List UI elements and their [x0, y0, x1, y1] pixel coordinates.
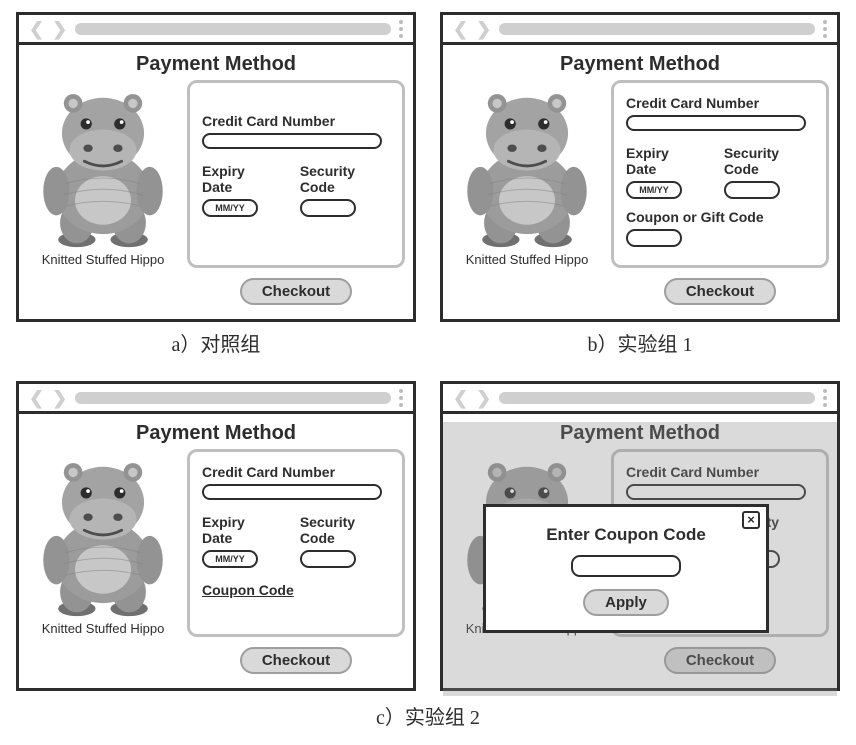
coupon-modal: × Enter Coupon Code Apply	[483, 504, 769, 633]
expiry-input[interactable]: MM/YY	[626, 181, 682, 199]
credit-card-label: Credit Card Number	[202, 464, 390, 480]
credit-card-input[interactable]	[202, 133, 382, 149]
security-input[interactable]	[724, 181, 780, 199]
apply-button[interactable]: Apply	[583, 589, 669, 616]
address-bar[interactable]	[75, 23, 391, 35]
credit-card-label: Credit Card Number	[202, 113, 390, 129]
forward-icon[interactable]: ❯	[476, 389, 491, 407]
address-bar[interactable]	[75, 392, 391, 404]
browser-toolbar: ❮ ❯	[19, 384, 413, 414]
variant-a: ❮ ❯ Payment Method Knitted Stuffed Hippo	[12, 12, 420, 357]
caption-b: b）实验组 1	[588, 328, 693, 357]
product-image	[27, 80, 179, 250]
back-icon[interactable]: ❮	[453, 389, 468, 407]
expiry-label: Expiry Date	[202, 514, 276, 546]
browser-frame: ❮ ❯ Payment Method Knitted Stuffed Hippo	[440, 381, 840, 691]
credit-card-label: Credit Card Number	[626, 95, 814, 111]
address-bar[interactable]	[499, 23, 815, 35]
menu-icon[interactable]	[823, 389, 827, 407]
forward-icon[interactable]: ❯	[52, 20, 67, 38]
product-column: Knitted Stuffed Hippo	[27, 80, 179, 305]
expiry-input[interactable]: MM/YY	[202, 550, 258, 568]
browser-toolbar: ❮ ❯	[443, 15, 837, 45]
forward-icon[interactable]: ❯	[52, 389, 67, 407]
security-label: Security Code	[300, 514, 390, 546]
coupon-input[interactable]	[626, 229, 682, 247]
close-icon[interactable]: ×	[742, 511, 760, 529]
back-icon[interactable]: ❮	[453, 20, 468, 38]
variant-c-right: ❮ ❯ Payment Method Knitted Stuffed Hippo	[436, 381, 844, 691]
menu-icon[interactable]	[399, 389, 403, 407]
page-title: Payment Method	[19, 422, 413, 445]
browser-toolbar: ❮ ❯	[19, 15, 413, 45]
product-name: Knitted Stuffed Hippo	[466, 252, 589, 267]
security-label: Security Code	[724, 145, 814, 177]
credit-card-input[interactable]	[626, 115, 806, 131]
payment-form: Credit Card Number Expiry Date MM/YY Sec…	[187, 449, 405, 637]
security-label: Security Code	[300, 163, 390, 195]
menu-icon[interactable]	[399, 20, 403, 38]
modal-title: Enter Coupon Code	[498, 525, 754, 545]
forward-icon[interactable]: ❯	[476, 20, 491, 38]
checkout-button[interactable]: Checkout	[664, 278, 776, 305]
page-title: Payment Method	[19, 53, 413, 76]
security-input[interactable]	[300, 199, 356, 217]
address-bar[interactable]	[499, 392, 815, 404]
variant-b: ❮ ❯ Payment Method Knitted Stuffed Hippo	[436, 12, 844, 357]
product-column: Knitted Stuffed Hippo	[27, 449, 179, 674]
browser-frame: ❮ ❯ Payment Method Knitted Stuffed Hippo	[16, 12, 416, 322]
product-name: Knitted Stuffed Hippo	[42, 621, 165, 636]
variant-c-left: ❮ ❯ Payment Method Knitted Stuffed Hippo	[12, 381, 420, 691]
coupon-gift-label: Coupon or Gift Code	[626, 209, 814, 225]
page-title: Payment Method	[443, 53, 837, 76]
back-icon[interactable]: ❮	[29, 389, 44, 407]
back-icon[interactable]: ❮	[29, 20, 44, 38]
security-input[interactable]	[300, 550, 356, 568]
expiry-input[interactable]: MM/YY	[202, 199, 258, 217]
checkout-button[interactable]: Checkout	[240, 647, 352, 674]
menu-icon[interactable]	[823, 20, 827, 38]
browser-frame: ❮ ❯ Payment Method Knitted Stuffed Hippo	[440, 12, 840, 322]
expiry-label: Expiry Date	[626, 145, 700, 177]
caption-a: a）对照组	[172, 328, 261, 357]
browser-toolbar: ❮ ❯	[443, 384, 837, 414]
coupon-code-link[interactable]: Coupon Code	[202, 582, 390, 598]
product-column: Knitted Stuffed Hippo	[451, 80, 603, 305]
caption-c: c）实验组 2	[12, 701, 844, 730]
checkout-button[interactable]: Checkout	[240, 278, 352, 305]
product-name: Knitted Stuffed Hippo	[42, 252, 165, 267]
payment-form: Credit Card Number Expiry Date MM/YY Sec…	[611, 80, 829, 268]
product-image	[451, 80, 603, 250]
expiry-label: Expiry Date	[202, 163, 276, 195]
payment-form: Credit Card Number Expiry Date MM/YY Sec…	[187, 80, 405, 268]
credit-card-input[interactable]	[202, 484, 382, 500]
browser-frame: ❮ ❯ Payment Method Knitted Stuffed Hippo	[16, 381, 416, 691]
product-image	[27, 449, 179, 619]
modal-coupon-input[interactable]	[571, 555, 681, 577]
